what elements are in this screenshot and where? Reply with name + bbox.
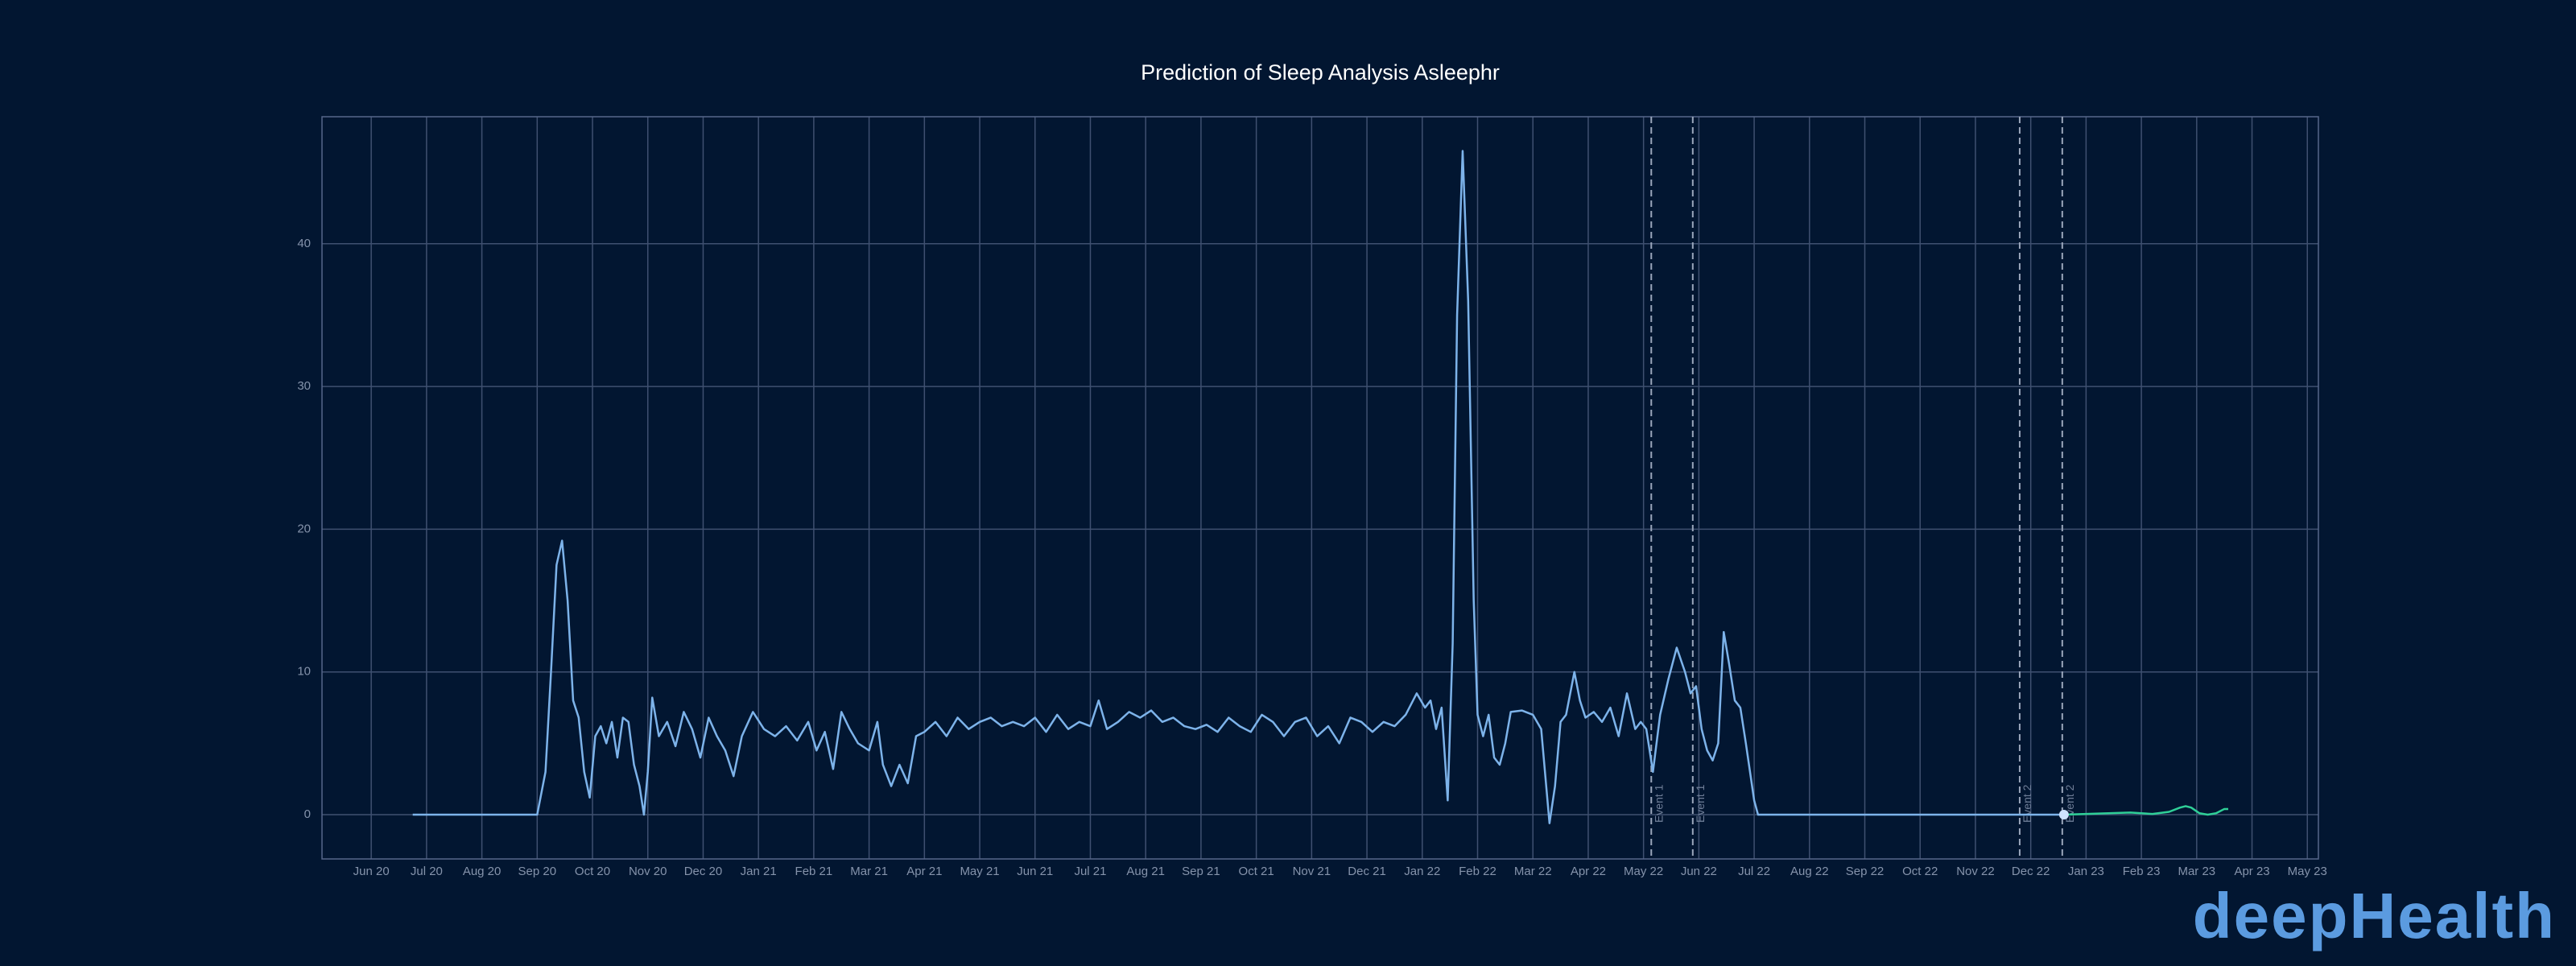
x-tick-label: Jun 21	[1017, 865, 1053, 878]
x-tick-label: May 21	[960, 865, 999, 878]
y-tick-label: 20	[297, 522, 311, 535]
x-tick-label: Nov 22	[1956, 865, 1995, 878]
chart-title: Prediction of Sleep Analysis Asleephr	[1141, 60, 1500, 85]
x-tick-label: Oct 21	[1239, 865, 1274, 878]
x-tick-label: Aug 22	[1790, 865, 1829, 878]
x-tick-label: Jul 22	[1738, 865, 1770, 878]
x-tick-label: Jan 23	[2068, 865, 2104, 878]
annotation-label: Event 1	[1694, 784, 1707, 823]
x-tick-label: Apr 23	[2234, 865, 2269, 878]
x-tick-label: Jul 20	[411, 865, 443, 878]
annotation-label: Event 2	[2021, 784, 2033, 823]
series-line	[2063, 805, 2228, 816]
x-tick-label: Dec 21	[1348, 865, 1386, 878]
x-tick-label: Jun 22	[1681, 865, 1717, 878]
x-tick-label: Apr 21	[906, 865, 942, 878]
x-tick-label: Sep 22	[1846, 865, 1885, 878]
x-tick-label: Jun 20	[353, 865, 390, 878]
x-tick-label: Feb 21	[795, 865, 833, 878]
x-tick-label: Nov 21	[1293, 865, 1331, 878]
x-tick-label: Mar 22	[1514, 865, 1552, 878]
y-tick-label: 0	[304, 807, 311, 821]
x-tick-label: Jan 21	[741, 865, 777, 878]
x-tick-label: Feb 22	[1459, 865, 1496, 878]
plot-frame	[321, 116, 2319, 860]
x-tick-label: Apr 22	[1571, 865, 1606, 878]
x-tick-label: Dec 22	[2012, 865, 2050, 878]
x-tick-label: May 23	[2288, 865, 2327, 878]
series-line	[412, 150, 2064, 824]
y-tick-label: 10	[297, 665, 311, 679]
x-tick-label: Mar 21	[850, 865, 888, 878]
x-tick-label: Nov 20	[629, 865, 667, 878]
x-tick-label: May 22	[1624, 865, 1663, 878]
x-tick-label: Aug 20	[463, 865, 502, 878]
x-tick-label: Jan 22	[1404, 865, 1440, 878]
x-tick-label: Sep 21	[1182, 865, 1220, 878]
forecast-start-marker	[2058, 810, 2069, 820]
logo: deepHealth	[2193, 880, 2556, 952]
y-tick-label: 40	[297, 237, 311, 250]
x-tick-label: Dec 20	[684, 865, 723, 878]
x-tick-label: Jul 21	[1074, 865, 1106, 878]
x-tick-label: Oct 22	[1902, 865, 1938, 878]
x-tick-label: Mar 23	[2178, 865, 2215, 878]
y-tick-label: 30	[297, 379, 311, 393]
annotation-label: Event 1	[1652, 784, 1665, 823]
x-tick-label: Aug 21	[1126, 865, 1165, 878]
x-tick-label: Oct 20	[575, 865, 610, 878]
x-tick-label: Feb 23	[2123, 865, 2161, 878]
x-tick-label: Sep 20	[518, 865, 557, 878]
